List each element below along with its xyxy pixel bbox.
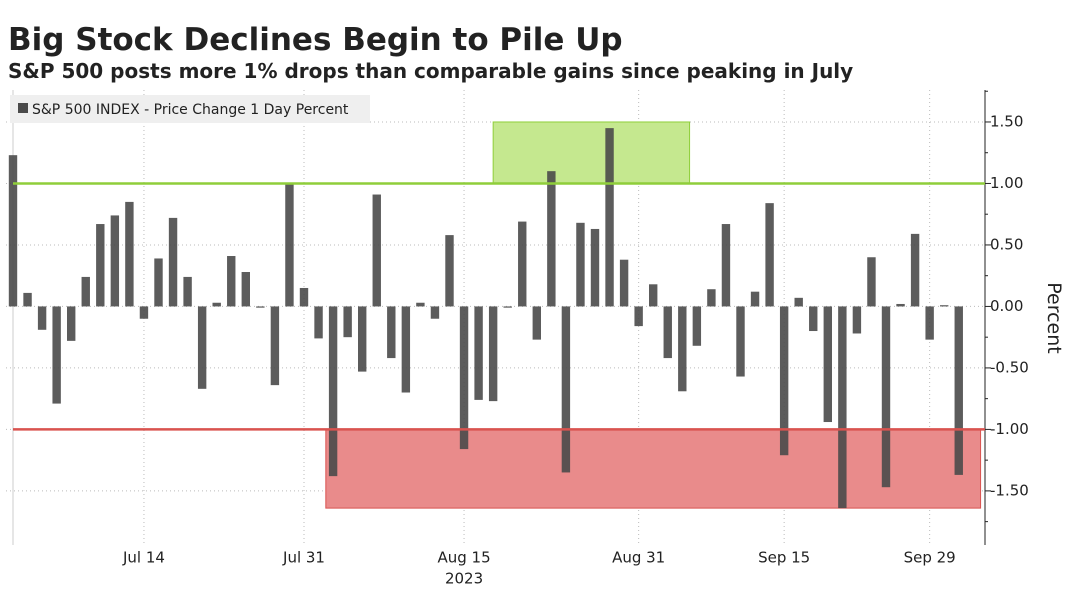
bar bbox=[37, 306, 47, 330]
bar bbox=[358, 306, 367, 372]
bar bbox=[678, 306, 687, 392]
bar bbox=[241, 272, 250, 307]
x-tick-label: Sep 15 bbox=[758, 549, 810, 567]
bar bbox=[692, 306, 702, 346]
y-tick-label: 1.50 bbox=[990, 112, 1023, 130]
bar bbox=[750, 291, 760, 307]
bar bbox=[518, 221, 527, 307]
bar bbox=[445, 235, 454, 307]
bar bbox=[416, 302, 425, 307]
bar bbox=[67, 306, 76, 341]
bar bbox=[838, 306, 847, 509]
bar bbox=[212, 302, 221, 307]
bar bbox=[139, 306, 149, 319]
bar bbox=[81, 276, 90, 307]
chart-title: Big Stock Declines Begin to Pile Up bbox=[8, 22, 623, 58]
bar bbox=[459, 306, 469, 450]
bar bbox=[474, 306, 483, 400]
bar bbox=[881, 306, 891, 488]
bar bbox=[721, 224, 731, 307]
bar bbox=[503, 306, 512, 308]
bar bbox=[270, 306, 280, 386]
bar bbox=[8, 155, 18, 307]
bar bbox=[125, 201, 134, 307]
bar bbox=[925, 306, 934, 340]
y-tick-label: 0.50 bbox=[990, 235, 1023, 253]
bar bbox=[314, 306, 323, 339]
bar bbox=[372, 194, 381, 307]
bar bbox=[183, 276, 192, 307]
bar bbox=[590, 228, 600, 307]
bar bbox=[23, 292, 32, 307]
legend-label: S&P 500 INDEX - Price Change 1 Day Perce… bbox=[32, 102, 349, 118]
bar bbox=[154, 258, 163, 307]
bar bbox=[649, 284, 658, 307]
bar bbox=[867, 257, 876, 307]
x-tick-label: Sep 29 bbox=[904, 549, 956, 567]
bar bbox=[794, 297, 803, 307]
bar bbox=[605, 128, 614, 307]
bar bbox=[197, 306, 207, 389]
year-label: 2023 bbox=[445, 570, 483, 588]
y-tick-label: 0.00 bbox=[990, 297, 1023, 315]
y-tick-label: -1.50 bbox=[990, 481, 1029, 499]
legend-box bbox=[10, 95, 370, 123]
bar bbox=[488, 306, 498, 402]
bar bbox=[256, 306, 265, 308]
bar bbox=[910, 233, 920, 307]
bar bbox=[576, 222, 585, 307]
bar bbox=[823, 306, 832, 423]
highlight-box bbox=[325, 428, 982, 509]
bar bbox=[736, 306, 745, 377]
bar bbox=[809, 306, 818, 332]
chart-subtitle: S&P 500 posts more 1% drops than compara… bbox=[8, 59, 853, 83]
x-tick-label: Aug 15 bbox=[437, 549, 490, 567]
x-tick-label: Jul 14 bbox=[122, 549, 165, 567]
bar bbox=[954, 306, 963, 475]
highlight-box bbox=[492, 121, 691, 184]
bar bbox=[343, 306, 352, 338]
bar bbox=[940, 305, 949, 307]
bar bbox=[561, 306, 571, 473]
bar bbox=[168, 217, 178, 307]
bar bbox=[663, 306, 672, 359]
bar bbox=[430, 306, 440, 319]
y-tick-label: 1.00 bbox=[990, 174, 1023, 192]
bar bbox=[634, 306, 643, 327]
x-tick-label: Aug 31 bbox=[612, 549, 665, 567]
bar bbox=[765, 203, 774, 307]
bar bbox=[619, 259, 629, 307]
bar bbox=[227, 256, 236, 307]
bar bbox=[52, 306, 61, 404]
y-axis-label: Percent bbox=[1043, 282, 1065, 354]
bar bbox=[896, 303, 905, 307]
bar bbox=[285, 183, 294, 307]
bar bbox=[779, 306, 789, 456]
legend-swatch bbox=[18, 103, 28, 113]
y-tick-label: -1.00 bbox=[990, 420, 1029, 438]
bar bbox=[547, 171, 556, 307]
x-tick-label: Jul 31 bbox=[282, 549, 325, 567]
bar bbox=[110, 215, 120, 307]
bar bbox=[707, 289, 716, 307]
bar bbox=[299, 287, 309, 307]
bar bbox=[852, 306, 862, 334]
bar bbox=[387, 306, 396, 359]
bar bbox=[401, 306, 411, 393]
bar bbox=[532, 306, 541, 340]
bar bbox=[328, 306, 338, 477]
bar bbox=[96, 224, 105, 307]
y-tick-label: -0.50 bbox=[990, 358, 1029, 376]
